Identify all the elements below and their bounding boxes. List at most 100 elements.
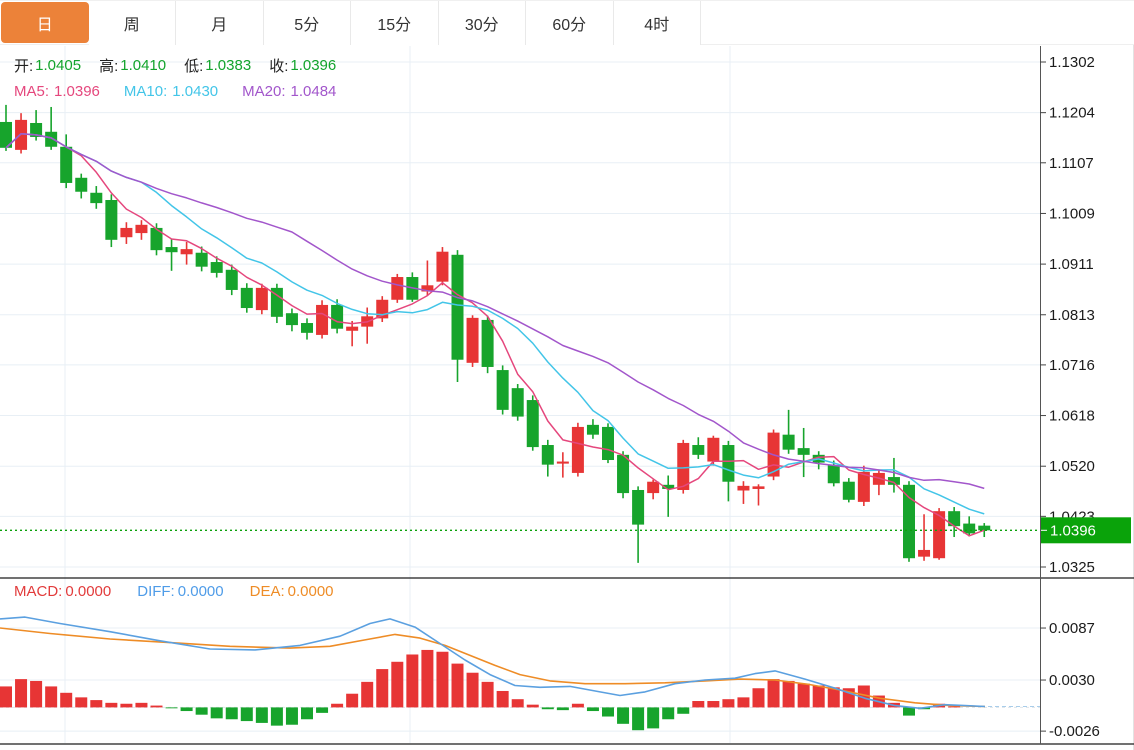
tab-day[interactable]: 日 xyxy=(1,2,89,43)
tab-30min-label: 30分 xyxy=(464,17,499,34)
close-label: 收: xyxy=(269,58,289,75)
candle-body xyxy=(692,445,705,455)
current-price-badge xyxy=(1041,517,1131,544)
candle-body xyxy=(662,484,675,489)
macd-bar xyxy=(692,701,705,708)
candle-body xyxy=(270,287,283,317)
macd-bar xyxy=(602,707,614,717)
macd-bar xyxy=(210,707,223,719)
diff-label: DIFF: xyxy=(137,583,175,600)
open-value: 1.0405 xyxy=(35,57,82,74)
tab-15min[interactable]: 15分 xyxy=(351,1,439,45)
macd-bar xyxy=(361,681,374,708)
candle-body xyxy=(421,285,434,292)
candle-body xyxy=(978,525,991,531)
candle-body xyxy=(827,465,840,484)
macd-bar xyxy=(421,649,434,708)
tab-month[interactable]: 月 xyxy=(176,1,264,45)
macd-bar xyxy=(511,699,524,708)
candle-body xyxy=(316,304,329,335)
macd-bar xyxy=(677,707,690,714)
price-tick-label: 1.0911 xyxy=(1049,256,1094,273)
candle-body xyxy=(707,437,720,462)
candle-body xyxy=(496,370,509,410)
price-tick-label: 1.0716 xyxy=(1049,357,1095,374)
macd-bar xyxy=(90,700,103,708)
diff-value: 0.0000 xyxy=(177,583,224,600)
candle-body xyxy=(331,304,344,329)
tab-15min-label: 15分 xyxy=(377,17,412,34)
macd-bar xyxy=(316,707,329,713)
candle-body xyxy=(15,119,28,150)
candle-body xyxy=(571,426,584,473)
candle-body xyxy=(963,523,976,534)
macd-tick-label: 0.0087 xyxy=(1049,620,1095,637)
timeframe-tabbar: 日 周 月 5分 15分 30分 60分 4时 xyxy=(0,0,1134,45)
macd-bar xyxy=(662,707,675,720)
macd-bar xyxy=(391,661,404,708)
candle-body xyxy=(948,511,961,527)
macd-bar xyxy=(105,702,118,708)
macd-bar xyxy=(481,681,494,708)
tab-30min[interactable]: 30分 xyxy=(438,1,526,45)
candle-body xyxy=(285,313,298,326)
macd-bar xyxy=(782,680,795,708)
macd-value: 0.0000 xyxy=(65,583,112,600)
price-tick-label: 1.1009 xyxy=(1049,205,1095,222)
tab-5min[interactable]: 5分 xyxy=(263,1,351,45)
tab-4hour[interactable]: 4时 xyxy=(613,1,701,45)
low-value: 1.0383 xyxy=(205,57,252,74)
candle-body xyxy=(210,262,223,273)
candle-body xyxy=(617,454,630,494)
macd-legend: MACD: 0.0000 DIFF: 0.0000 DEA: 0.0000 xyxy=(14,583,360,600)
candle-body xyxy=(842,481,855,500)
candle-body xyxy=(0,121,12,148)
tab-60min[interactable]: 60分 xyxy=(526,1,614,45)
macd-bar xyxy=(376,669,389,708)
macd-bar xyxy=(903,707,915,716)
candle-body xyxy=(857,471,870,502)
macd-bar xyxy=(767,679,780,708)
macd-bar xyxy=(571,703,584,708)
candle-body xyxy=(240,287,253,309)
macd-bar xyxy=(797,683,810,708)
price-tick-label: 1.1107 xyxy=(1049,155,1094,172)
macd-label: MACD: xyxy=(14,583,63,600)
candle-body xyxy=(541,445,554,465)
high-value: 1.0410 xyxy=(120,57,167,74)
macd-bar xyxy=(285,707,298,725)
macd-bar xyxy=(225,707,238,720)
macd-bar xyxy=(45,686,58,708)
axis-labels: 1.1302 1.1204 1.1107 1.1009 1.0911 1.0813 1.07… xyxy=(1040,54,1100,740)
candle-body xyxy=(797,448,810,455)
macd-bar xyxy=(240,707,253,722)
macd-bar xyxy=(30,680,43,708)
candle-body xyxy=(165,247,178,253)
candle-body xyxy=(752,486,765,489)
tab-week-label: 周 xyxy=(123,17,140,34)
macd-bar xyxy=(526,704,539,708)
price-tick-label: 1.0325 xyxy=(1049,559,1095,576)
ma10-line xyxy=(5,133,985,515)
candle-body xyxy=(722,445,735,482)
macd-bar xyxy=(496,690,509,708)
candle-body xyxy=(180,249,193,255)
candle-body xyxy=(391,277,404,300)
macd-bar xyxy=(737,697,750,708)
candle-body xyxy=(933,511,946,559)
candle-body xyxy=(647,481,660,494)
candle-body xyxy=(75,177,88,192)
candle-body xyxy=(195,252,208,267)
macd-bar xyxy=(120,703,133,708)
candle-body xyxy=(225,269,238,290)
tab-60min-label: 60分 xyxy=(552,17,587,34)
candle-body xyxy=(255,287,268,311)
candle-body xyxy=(466,317,479,363)
tab-5min-label: 5分 xyxy=(294,17,320,34)
tab-week[interactable]: 周 xyxy=(88,1,176,45)
macd-bar xyxy=(436,651,449,708)
ma-legend: MA5: 1.0396 MA10: 1.0430 MA20: 1.0484 xyxy=(14,83,360,100)
candle-body xyxy=(586,424,599,435)
ma20-line xyxy=(5,133,985,490)
